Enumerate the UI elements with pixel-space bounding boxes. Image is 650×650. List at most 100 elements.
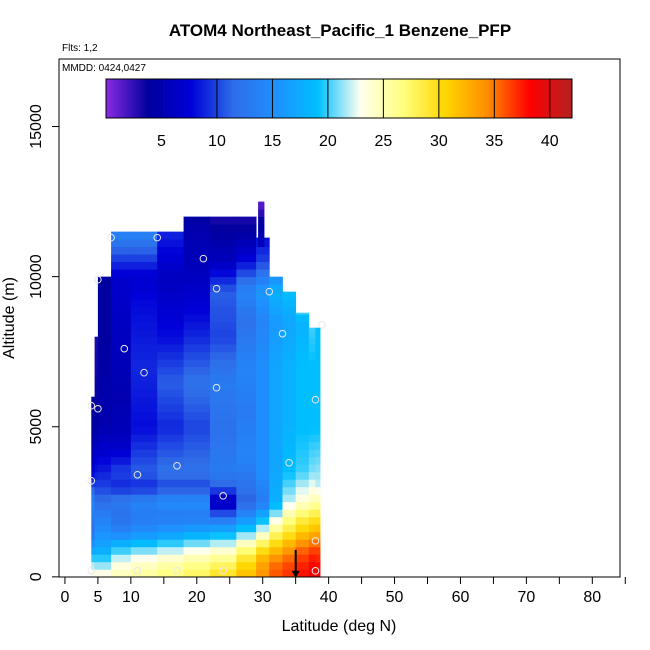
heatmap-cell: [269, 531, 283, 540]
heatmap-cell: [157, 291, 184, 300]
heatmap-cell: [282, 456, 297, 465]
heatmap-cell: [308, 374, 316, 383]
heatmap-cell: [269, 396, 283, 405]
heatmap-cell: [308, 411, 316, 420]
heatmap-cell: [157, 359, 184, 368]
heatmap-cell: [209, 314, 237, 323]
heatmap-cell: [97, 299, 112, 308]
heatmap-cell: [157, 479, 184, 488]
sample-marker: [153, 233, 162, 242]
heatmap-cell: [315, 441, 321, 450]
x-tick-label: 20: [188, 589, 206, 606]
heatmap-cell: [315, 396, 321, 405]
x-axis-label: Latitude (deg N): [282, 618, 397, 635]
heatmap-cell: [157, 471, 184, 480]
heatmap-cell: [308, 449, 316, 458]
heatmap-cell: [315, 374, 321, 383]
heatmap-cell: [130, 449, 158, 458]
heatmap-cell: [111, 419, 132, 428]
heatmap-cell: [256, 479, 270, 488]
heatmap-cell: [209, 464, 237, 473]
heatmap-cell: [282, 329, 297, 338]
heatmap-cell: [315, 464, 321, 473]
heatmap-cell: [157, 381, 184, 390]
heatmap-cell: [130, 254, 158, 263]
x-tick-label: 0: [60, 589, 69, 606]
heatmap-cell: [256, 494, 270, 503]
heatmap-cell: [236, 291, 257, 300]
heatmap-cell: [97, 569, 112, 578]
heatmap-cell: [209, 501, 237, 510]
heatmap-cell: [157, 411, 184, 420]
colorbar-tick-label: 40: [541, 133, 559, 150]
heatmap-cell: [256, 389, 270, 398]
heatmap-cell: [236, 261, 257, 270]
heatmap-cell: [269, 456, 283, 465]
x-tick-label: 80: [583, 589, 601, 606]
heatmap-cell: [209, 389, 237, 398]
heatmap-cell: [209, 396, 237, 405]
heatmap-cell: [183, 359, 211, 368]
heatmap-cell: [315, 381, 321, 390]
heatmap-cell: [97, 314, 112, 323]
sample-marker: [87, 567, 96, 575]
heatmap-cell: [236, 456, 257, 465]
heatmap-cell: [308, 479, 316, 488]
heatmap-cell: [295, 359, 310, 368]
heatmap-cell: [315, 486, 321, 495]
heatmap-cell: [157, 531, 184, 540]
x-tick-label: 5: [93, 589, 102, 606]
heatmap-cell: [111, 486, 132, 495]
flights-note: Flts: 1,2: [62, 43, 98, 54]
heatmap-cell: [157, 509, 184, 518]
heatmap-cell: [256, 366, 270, 375]
heatmap-cell: [157, 254, 184, 263]
heatmap-cell: [97, 464, 112, 473]
heatmap-cell: [209, 449, 237, 458]
heatmap-cell: [282, 299, 297, 308]
heatmap-cell: [315, 524, 321, 533]
heatmap-cell: [183, 366, 211, 375]
heatmap-cell: [295, 501, 310, 510]
heatmap-cell: [157, 366, 184, 375]
heatmap-cell: [183, 539, 211, 548]
heatmap-cell: [183, 456, 211, 465]
heatmap-cell: [256, 509, 270, 518]
heatmap-cell: [315, 327, 321, 330]
heatmap-cell: [111, 231, 132, 240]
heatmap-cell: [236, 396, 257, 405]
heatmap-cell: [130, 404, 158, 413]
heatmap-cell: [183, 479, 211, 488]
heatmap-cell: [295, 509, 310, 518]
heatmap-cell: [236, 561, 257, 570]
heatmap-cell: [97, 374, 112, 383]
heatmap-cell: [295, 321, 310, 330]
arrow-head: [291, 570, 300, 578]
heatmap-cell: [97, 404, 112, 413]
heatmap-cell: [183, 306, 211, 315]
heatmap-cell: [209, 471, 237, 480]
heatmap-cell: [183, 269, 211, 278]
heatmap-cell: [269, 569, 283, 578]
colorbar-tick-label: 15: [264, 133, 282, 150]
heatmap-cell: [236, 374, 257, 383]
heatmap-cell: [209, 516, 237, 525]
heatmap-cell: [183, 464, 211, 473]
heatmap-cell: [269, 314, 283, 323]
heatmap-cell: [111, 479, 132, 488]
heatmap-cell: [236, 351, 257, 360]
heatmap-cell: [282, 426, 297, 435]
heatmap-cell: [209, 329, 237, 338]
heatmap-cell: [157, 231, 184, 240]
heatmap-cell: [236, 449, 257, 458]
heatmap-cell: [111, 261, 132, 270]
heatmap-cell: [157, 396, 184, 405]
sample-marker: [318, 320, 326, 329]
colorbar: 5 10 15 20 25 30 35 40: [105, 78, 573, 150]
sample-marker: [173, 567, 181, 575]
heatmap-cell: [282, 449, 297, 458]
colorbar-tick-label: 25: [374, 133, 392, 150]
heatmap-cell: [282, 569, 297, 578]
heatmap-cell: [308, 336, 316, 345]
